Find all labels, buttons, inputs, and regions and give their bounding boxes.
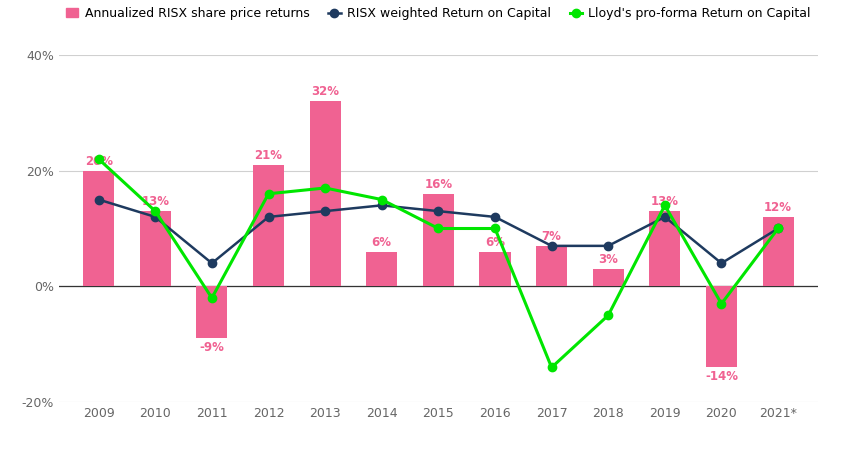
Bar	[763, 217, 793, 287]
Bar	[593, 269, 624, 287]
Text: 7%: 7%	[542, 230, 561, 243]
RISX weighted Return on Capital	[660, 214, 670, 220]
Text: 13%: 13%	[142, 195, 169, 208]
Lloyd's pro-forma Return on Capital	[773, 226, 783, 231]
Lloyd's pro-forma Return on Capital	[264, 191, 274, 197]
RISX weighted Return on Capital	[490, 214, 500, 220]
RISX weighted Return on Capital	[773, 226, 783, 231]
Line: Lloyd's pro-forma Return on Capital: Lloyd's pro-forma Return on Capital	[94, 155, 782, 372]
RISX weighted Return on Capital	[150, 214, 160, 220]
RISX weighted Return on Capital	[264, 214, 274, 220]
RISX weighted Return on Capital	[320, 208, 330, 214]
Bar	[423, 194, 454, 287]
Text: 16%: 16%	[424, 178, 453, 191]
Bar	[480, 252, 511, 287]
Lloyd's pro-forma Return on Capital	[603, 313, 613, 318]
Lloyd's pro-forma Return on Capital	[150, 208, 160, 214]
Text: 20%: 20%	[84, 155, 113, 168]
Bar	[196, 287, 228, 339]
Bar	[140, 211, 171, 287]
Legend: Annualized RISX share price returns, RISX weighted Return on Capital, Lloyd's pr: Annualized RISX share price returns, RIS…	[61, 2, 816, 25]
Line: RISX weighted Return on Capital: RISX weighted Return on Capital	[94, 196, 782, 267]
Bar	[366, 252, 397, 287]
Lloyd's pro-forma Return on Capital	[717, 301, 727, 307]
Text: 6%: 6%	[372, 236, 392, 249]
Text: 3%: 3%	[599, 253, 618, 266]
Text: 12%: 12%	[764, 201, 792, 214]
Text: 32%: 32%	[311, 85, 339, 98]
RISX weighted Return on Capital	[717, 260, 727, 266]
Bar	[536, 246, 567, 287]
Lloyd's pro-forma Return on Capital	[377, 197, 387, 202]
Text: 21%: 21%	[255, 149, 282, 162]
Bar	[706, 287, 737, 367]
Bar	[649, 211, 680, 287]
RISX weighted Return on Capital	[603, 243, 613, 249]
Text: 13%: 13%	[651, 195, 679, 208]
Lloyd's pro-forma Return on Capital	[546, 365, 556, 370]
Bar	[309, 101, 341, 287]
RISX weighted Return on Capital	[207, 260, 217, 266]
Lloyd's pro-forma Return on Capital	[433, 226, 443, 231]
RISX weighted Return on Capital	[546, 243, 556, 249]
Text: -9%: -9%	[200, 341, 224, 354]
RISX weighted Return on Capital	[94, 197, 104, 202]
Lloyd's pro-forma Return on Capital	[490, 226, 500, 231]
Lloyd's pro-forma Return on Capital	[320, 185, 330, 191]
Lloyd's pro-forma Return on Capital	[94, 156, 104, 162]
Text: -14%: -14%	[705, 370, 738, 383]
RISX weighted Return on Capital	[377, 202, 387, 208]
RISX weighted Return on Capital	[433, 208, 443, 214]
Bar	[83, 170, 114, 287]
Lloyd's pro-forma Return on Capital	[660, 202, 670, 208]
Lloyd's pro-forma Return on Capital	[207, 295, 217, 301]
Bar	[253, 165, 284, 287]
Text: 6%: 6%	[485, 236, 505, 249]
